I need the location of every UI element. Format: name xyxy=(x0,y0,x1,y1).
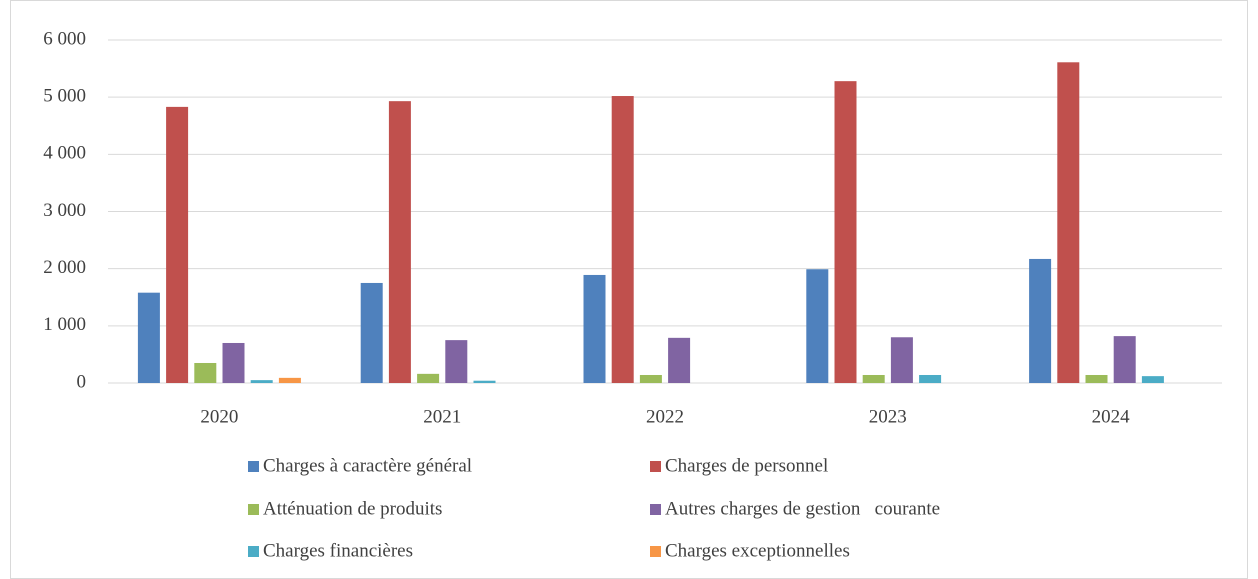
y-tick-label: 3 000 xyxy=(43,200,86,221)
bar xyxy=(1057,62,1080,384)
x-tick-label: 2021 xyxy=(423,406,461,427)
legend-label: Charges financières xyxy=(263,540,413,561)
bar xyxy=(806,269,829,383)
bar xyxy=(639,374,662,383)
y-tick-label: 2 000 xyxy=(43,257,86,278)
bar xyxy=(919,374,942,383)
bar xyxy=(166,106,189,383)
bar xyxy=(194,362,217,383)
bar xyxy=(668,337,691,383)
bar xyxy=(473,380,496,383)
x-tick-label: 2023 xyxy=(869,406,907,427)
bar xyxy=(862,374,885,383)
bar xyxy=(1141,376,1164,383)
legend-swatch xyxy=(650,546,661,557)
legend-swatch xyxy=(650,504,661,515)
bar xyxy=(890,337,913,383)
bar xyxy=(1085,374,1108,383)
bar xyxy=(611,96,634,384)
y-tick-label: 4 000 xyxy=(43,143,86,164)
y-tick-label: 5 000 xyxy=(43,86,86,107)
bar xyxy=(360,282,383,383)
legend-label: Charges exceptionnelles xyxy=(665,540,850,561)
x-tick-label: 2022 xyxy=(646,406,684,427)
legend-swatch xyxy=(650,461,661,472)
legend-swatch xyxy=(248,461,259,472)
bar xyxy=(417,373,440,383)
bar xyxy=(388,101,411,383)
bar xyxy=(1113,336,1136,383)
x-tick-label: 2024 xyxy=(1092,406,1131,427)
bar xyxy=(583,274,606,383)
bar xyxy=(1029,258,1052,383)
legend-swatch xyxy=(248,546,259,557)
legend-label: Atténuation de produits xyxy=(263,498,442,519)
bar xyxy=(250,380,273,383)
legend-label: Charges à caractère général xyxy=(263,455,472,476)
legend-label: Charges de personnel xyxy=(665,455,828,476)
bar xyxy=(137,292,160,383)
x-tick-label: 2020 xyxy=(200,406,238,427)
bar xyxy=(445,340,468,383)
bar xyxy=(278,377,301,383)
y-tick-label: 1 000 xyxy=(43,314,86,335)
y-tick-label: 0 xyxy=(77,371,87,392)
bar xyxy=(834,81,857,383)
bar xyxy=(222,342,245,383)
legend-label: Autres charges de gestion courante xyxy=(665,498,940,519)
legend-swatch xyxy=(248,504,259,515)
y-tick-label: 6 000 xyxy=(43,28,86,49)
